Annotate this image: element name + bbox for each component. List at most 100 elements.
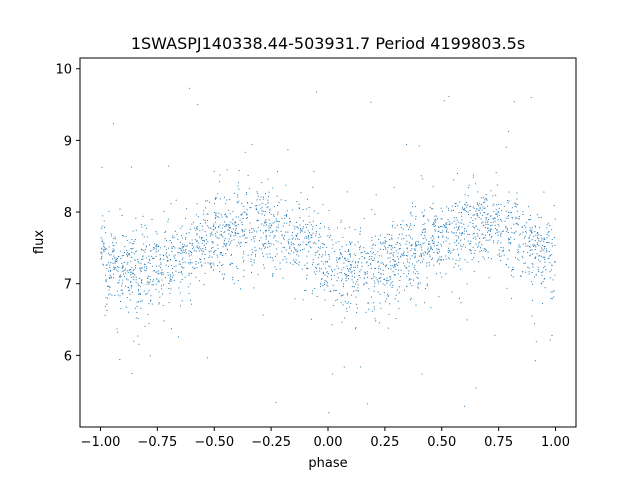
data-point: [150, 299, 152, 301]
data-point: [307, 224, 309, 226]
data-point: [460, 233, 462, 235]
data-point: [463, 230, 465, 232]
data-point: [325, 251, 326, 253]
data-point: [449, 250, 451, 252]
data-point: [298, 255, 300, 257]
data-point: [515, 203, 516, 205]
data-point: [385, 241, 387, 242]
data-point: [308, 241, 310, 243]
data-point: [110, 277, 112, 279]
data-point: [118, 256, 119, 258]
data-point: [303, 226, 305, 228]
data-point: [441, 210, 443, 212]
data-point: [226, 199, 228, 201]
data-point: [387, 327, 389, 329]
data-point: [389, 261, 391, 263]
data-point: [309, 221, 311, 223]
data-point: [125, 285, 127, 287]
data-point: [440, 259, 442, 261]
data-point: [428, 251, 430, 252]
data-point: [188, 250, 190, 252]
data-point: [538, 240, 540, 242]
data-point: [344, 272, 346, 274]
data-point: [196, 226, 198, 228]
data-point: [420, 247, 422, 249]
data-point: [273, 215, 275, 217]
data-point: [269, 208, 271, 210]
data-point: [281, 235, 283, 236]
data-point: [403, 251, 405, 253]
data-point: [435, 215, 437, 217]
data-point: [402, 252, 404, 254]
data-point: [361, 255, 363, 257]
data-point: [210, 266, 212, 268]
data-point: [280, 199, 282, 201]
data-point: [450, 231, 452, 233]
data-point: [551, 264, 553, 266]
data-point: [211, 231, 213, 233]
data-point: [219, 198, 221, 200]
data-point: [458, 260, 460, 262]
data-point: [189, 255, 191, 257]
data-point: [246, 217, 248, 219]
data-point: [380, 262, 382, 264]
data-point: [143, 266, 145, 268]
data-point: [113, 244, 115, 246]
data-point: [395, 250, 397, 252]
data-point: [208, 227, 210, 229]
data-point: [314, 287, 316, 289]
data-point: [324, 283, 326, 285]
data-point: [543, 278, 545, 280]
data-point: [175, 260, 176, 261]
data-point: [382, 243, 384, 245]
data-point: [225, 243, 227, 245]
data-point: [233, 283, 235, 285]
data-point: [102, 263, 104, 265]
data-point: [336, 265, 338, 267]
data-point: [212, 262, 214, 264]
data-point: [455, 263, 457, 265]
data-point: [355, 328, 356, 330]
data-point: [238, 233, 239, 235]
data-point: [487, 224, 489, 225]
data-point: [228, 233, 230, 235]
data-point: [141, 279, 142, 281]
data-point: [205, 247, 206, 249]
data-point: [263, 210, 265, 212]
data-point: [145, 266, 147, 268]
data-point: [139, 268, 141, 270]
data-point: [319, 233, 320, 235]
data-point: [182, 267, 184, 269]
data-point: [394, 265, 396, 267]
data-point: [386, 280, 388, 282]
data-point: [509, 212, 511, 214]
data-point: [457, 172, 458, 174]
data-point: [292, 232, 294, 233]
data-point: [218, 226, 219, 228]
data-point: [401, 238, 403, 240]
data-point: [131, 257, 133, 258]
data-point: [472, 225, 474, 227]
chart-title: 1SWASPJ140338.44-503931.7 Period 4199803…: [131, 34, 525, 53]
data-point: [145, 257, 147, 259]
data-point: [346, 292, 348, 294]
data-point: [113, 269, 115, 271]
data-point: [542, 303, 543, 305]
x-axis-ticks: −1.00 −0.75 −0.50 −0.25 0.00 0.25 0.50 0.75 1.00: [81, 427, 570, 450]
data-point: [230, 227, 231, 229]
data-point: [486, 199, 488, 201]
data-point: [340, 253, 342, 255]
data-point: [414, 248, 416, 250]
data-point: [469, 243, 471, 244]
data-point: [263, 264, 265, 266]
data-point: [429, 250, 430, 252]
data-point: [462, 206, 463, 208]
data-point: [152, 248, 154, 250]
data-point: [121, 267, 123, 269]
data-point: [472, 214, 474, 216]
data-point: [388, 245, 390, 246]
data-point: [454, 242, 456, 244]
data-point: [351, 279, 353, 281]
data-point: [542, 281, 544, 283]
data-point: [107, 285, 108, 287]
